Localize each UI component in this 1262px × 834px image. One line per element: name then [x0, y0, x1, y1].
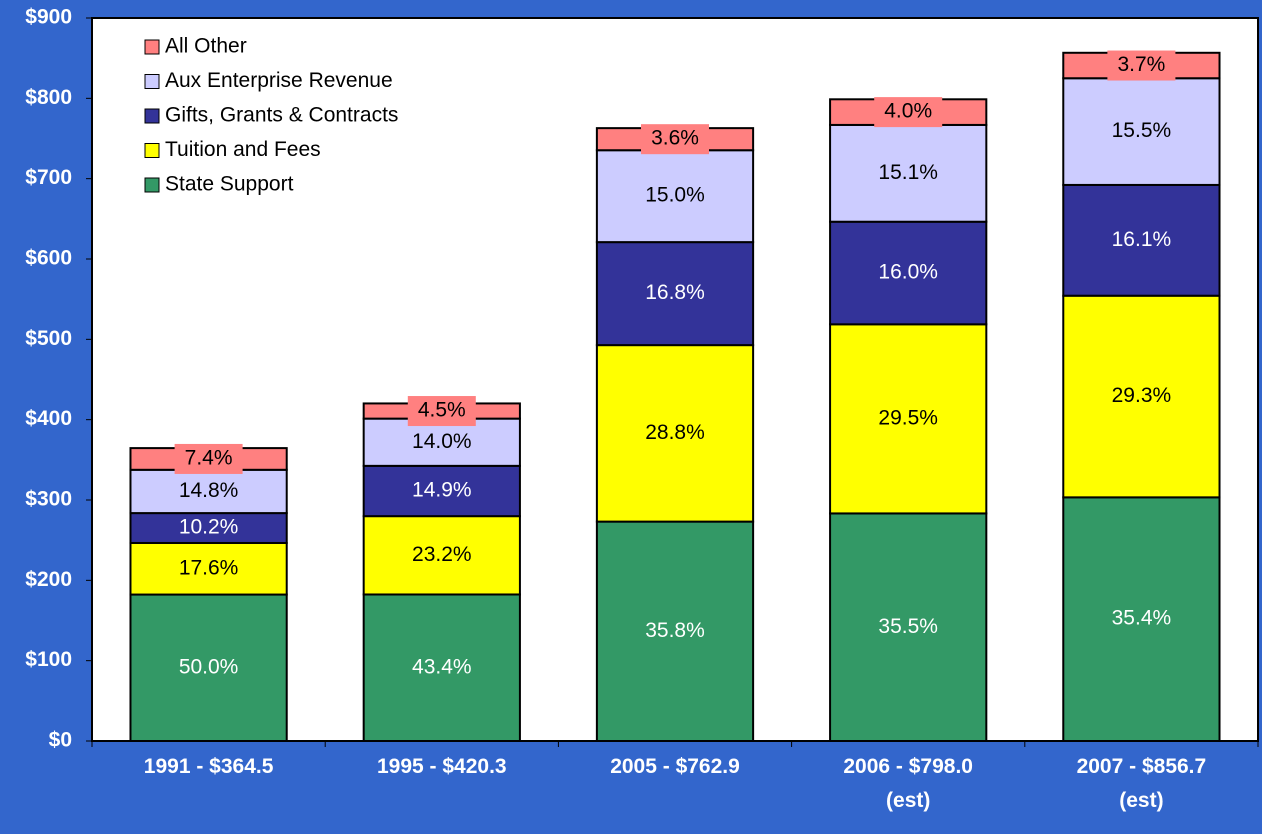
bar-segment: [595, 241, 755, 347]
bar-segment: [829, 123, 988, 223]
bar-segment: [829, 512, 988, 742]
legend-label: Tuition and Fees: [165, 138, 321, 161]
data-label: 43.4%: [412, 655, 472, 678]
bar-segment: [595, 149, 755, 244]
data-label: 50.0%: [179, 655, 239, 678]
data-label: 17.6%: [179, 556, 239, 579]
bar-segment: [129, 512, 288, 544]
y-tick-label: $100: [25, 648, 72, 671]
x-tick-label: 2007 - $856.7 (est): [1076, 755, 1207, 812]
x-tick-label: 1995 - $420.3: [376, 755, 507, 778]
bar-segment: [829, 323, 988, 515]
data-label: 3.6%: [651, 127, 699, 150]
y-tick-label: $700: [25, 166, 72, 189]
data-label: 3.7%: [1117, 53, 1165, 76]
y-tick-label: $0: [49, 729, 72, 752]
data-label: 35.8%: [645, 619, 705, 642]
y-tick-label: $400: [25, 407, 72, 430]
bar-segment: [1062, 77, 1221, 186]
bar-segment: [129, 593, 288, 742]
legend-label: All Other: [165, 35, 247, 58]
legend-swatch: [144, 108, 160, 124]
data-label: 35.4%: [1112, 607, 1172, 630]
data-label: 4.5%: [418, 399, 466, 422]
x-tick-label: 2006 - $798.0 (est): [843, 755, 973, 812]
bar-segment: [1062, 294, 1221, 499]
legend-swatch: [144, 74, 160, 89]
label-background: [641, 124, 709, 155]
data-label: 15.5%: [1112, 119, 1172, 142]
bar-segment: [829, 220, 988, 326]
data-label: 29.5%: [878, 406, 938, 429]
legend-swatch: [144, 39, 160, 55]
legend-swatch: [144, 143, 160, 158]
data-label: 14.8%: [179, 479, 239, 502]
bar-segment: [362, 417, 521, 467]
data-label: 15.0%: [645, 184, 705, 207]
label-background: [874, 97, 943, 128]
data-label: 15.1%: [878, 161, 938, 184]
bar-segment: [362, 593, 521, 742]
data-label: 14.9%: [412, 479, 472, 502]
data-label: 14.0%: [412, 430, 472, 453]
y-tick-label: $600: [25, 247, 72, 270]
y-tick-label: $900: [25, 6, 72, 29]
legend-label: Aux Enterprise Revenue: [165, 69, 393, 92]
legend-label: Gifts, Grants & Contracts: [165, 104, 398, 127]
data-label: 16.1%: [1112, 228, 1172, 251]
x-tick-label: 2005 - $762.9: [610, 755, 740, 778]
x-tick-label: 1991 - $364.5: [143, 755, 274, 778]
legend-swatch: [144, 177, 160, 193]
label-background: [407, 396, 476, 427]
data-label: 28.8%: [645, 421, 705, 444]
legend-label: State Support: [165, 173, 294, 196]
bar-segment: [1062, 496, 1221, 742]
data-label: 29.3%: [1112, 384, 1172, 407]
bar-segment: [129, 468, 288, 515]
data-label: 16.8%: [645, 281, 705, 304]
y-tick-label: $800: [25, 86, 72, 109]
data-label: 23.2%: [412, 543, 472, 566]
data-label: 4.0%: [884, 100, 932, 123]
y-tick-label: $300: [25, 488, 72, 511]
data-label: 7.4%: [185, 446, 233, 469]
bar-segment: [362, 464, 521, 518]
data-label: 16.0%: [878, 261, 938, 284]
y-tick-label: $500: [25, 327, 72, 350]
data-label: 35.5%: [878, 615, 938, 638]
label-background: [1107, 50, 1176, 81]
data-label: 10.2%: [179, 516, 239, 539]
bar-segment: [129, 541, 288, 596]
bar-segment: [595, 520, 755, 743]
y-tick-label: $200: [25, 568, 72, 591]
bar-segment: [1062, 183, 1221, 297]
label-background: [174, 443, 243, 474]
